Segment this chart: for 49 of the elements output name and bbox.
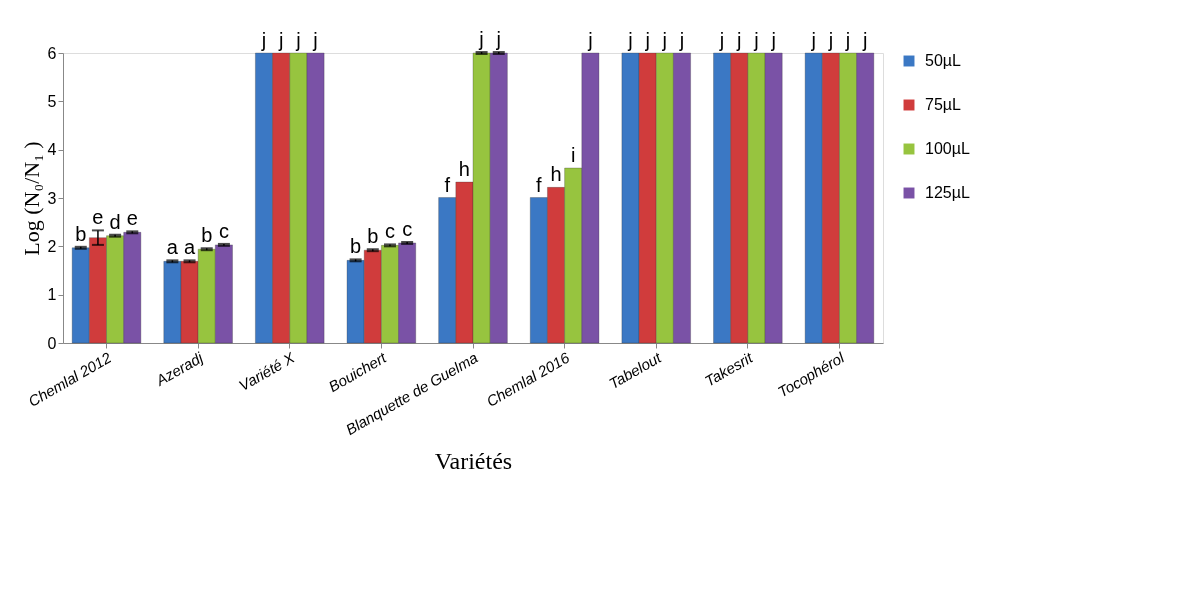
data-label: c bbox=[384, 220, 395, 243]
data-label: j bbox=[661, 29, 668, 51]
data-label: b bbox=[75, 222, 87, 245]
data-label: j bbox=[810, 29, 816, 51]
x-axis-title: Variétés bbox=[434, 448, 513, 475]
data-label: j bbox=[644, 29, 650, 51]
data-label: e bbox=[92, 206, 104, 229]
y-tick-label: 4 bbox=[47, 141, 57, 159]
data-label: j bbox=[844, 29, 851, 51]
y-tick-label: 1 bbox=[47, 286, 57, 304]
legend-label: 100µL bbox=[925, 140, 970, 157]
y-axis-title: Log (N₀/N₁ ) bbox=[18, 141, 44, 256]
data-label: b bbox=[367, 225, 379, 248]
data-label: j bbox=[312, 29, 318, 51]
y-tick-label: 0 bbox=[47, 334, 57, 352]
data-label: e bbox=[126, 207, 138, 230]
data-label: j bbox=[718, 29, 725, 51]
data-label: a bbox=[183, 236, 196, 259]
data-label: h bbox=[458, 158, 470, 181]
legend-label: 125µL bbox=[925, 184, 970, 201]
data-label: c bbox=[402, 217, 413, 240]
data-label: f bbox=[536, 173, 543, 196]
y-tick-label: 3 bbox=[47, 189, 57, 207]
y-tick-label: 2 bbox=[47, 237, 57, 255]
y-tick-label: 6 bbox=[47, 44, 57, 62]
data-label: j bbox=[277, 29, 284, 51]
data-label: j bbox=[587, 29, 593, 51]
data-label: j bbox=[736, 29, 742, 51]
data-label: j bbox=[478, 28, 484, 51]
data-label: i bbox=[570, 144, 576, 167]
data-label: b bbox=[350, 235, 362, 258]
data-label: c bbox=[218, 219, 229, 242]
data-label: j bbox=[627, 29, 633, 51]
data-label: f bbox=[444, 173, 451, 196]
data-label: j bbox=[678, 29, 685, 51]
data-label: j bbox=[295, 29, 301, 51]
data-label: h bbox=[550, 163, 562, 186]
data-label: j bbox=[753, 29, 759, 51]
legend-label: 75µL bbox=[925, 96, 962, 113]
legend-label: 50µL bbox=[925, 52, 962, 69]
data-label: j bbox=[862, 29, 868, 51]
data-label: j bbox=[770, 29, 776, 51]
data-label: j bbox=[260, 29, 267, 51]
y-tick-label: 5 bbox=[47, 92, 57, 110]
data-label: b bbox=[201, 224, 213, 247]
data-label: j bbox=[495, 28, 501, 51]
data-label: d bbox=[109, 210, 121, 233]
data-label: a bbox=[166, 236, 179, 259]
data-label: j bbox=[827, 29, 834, 51]
